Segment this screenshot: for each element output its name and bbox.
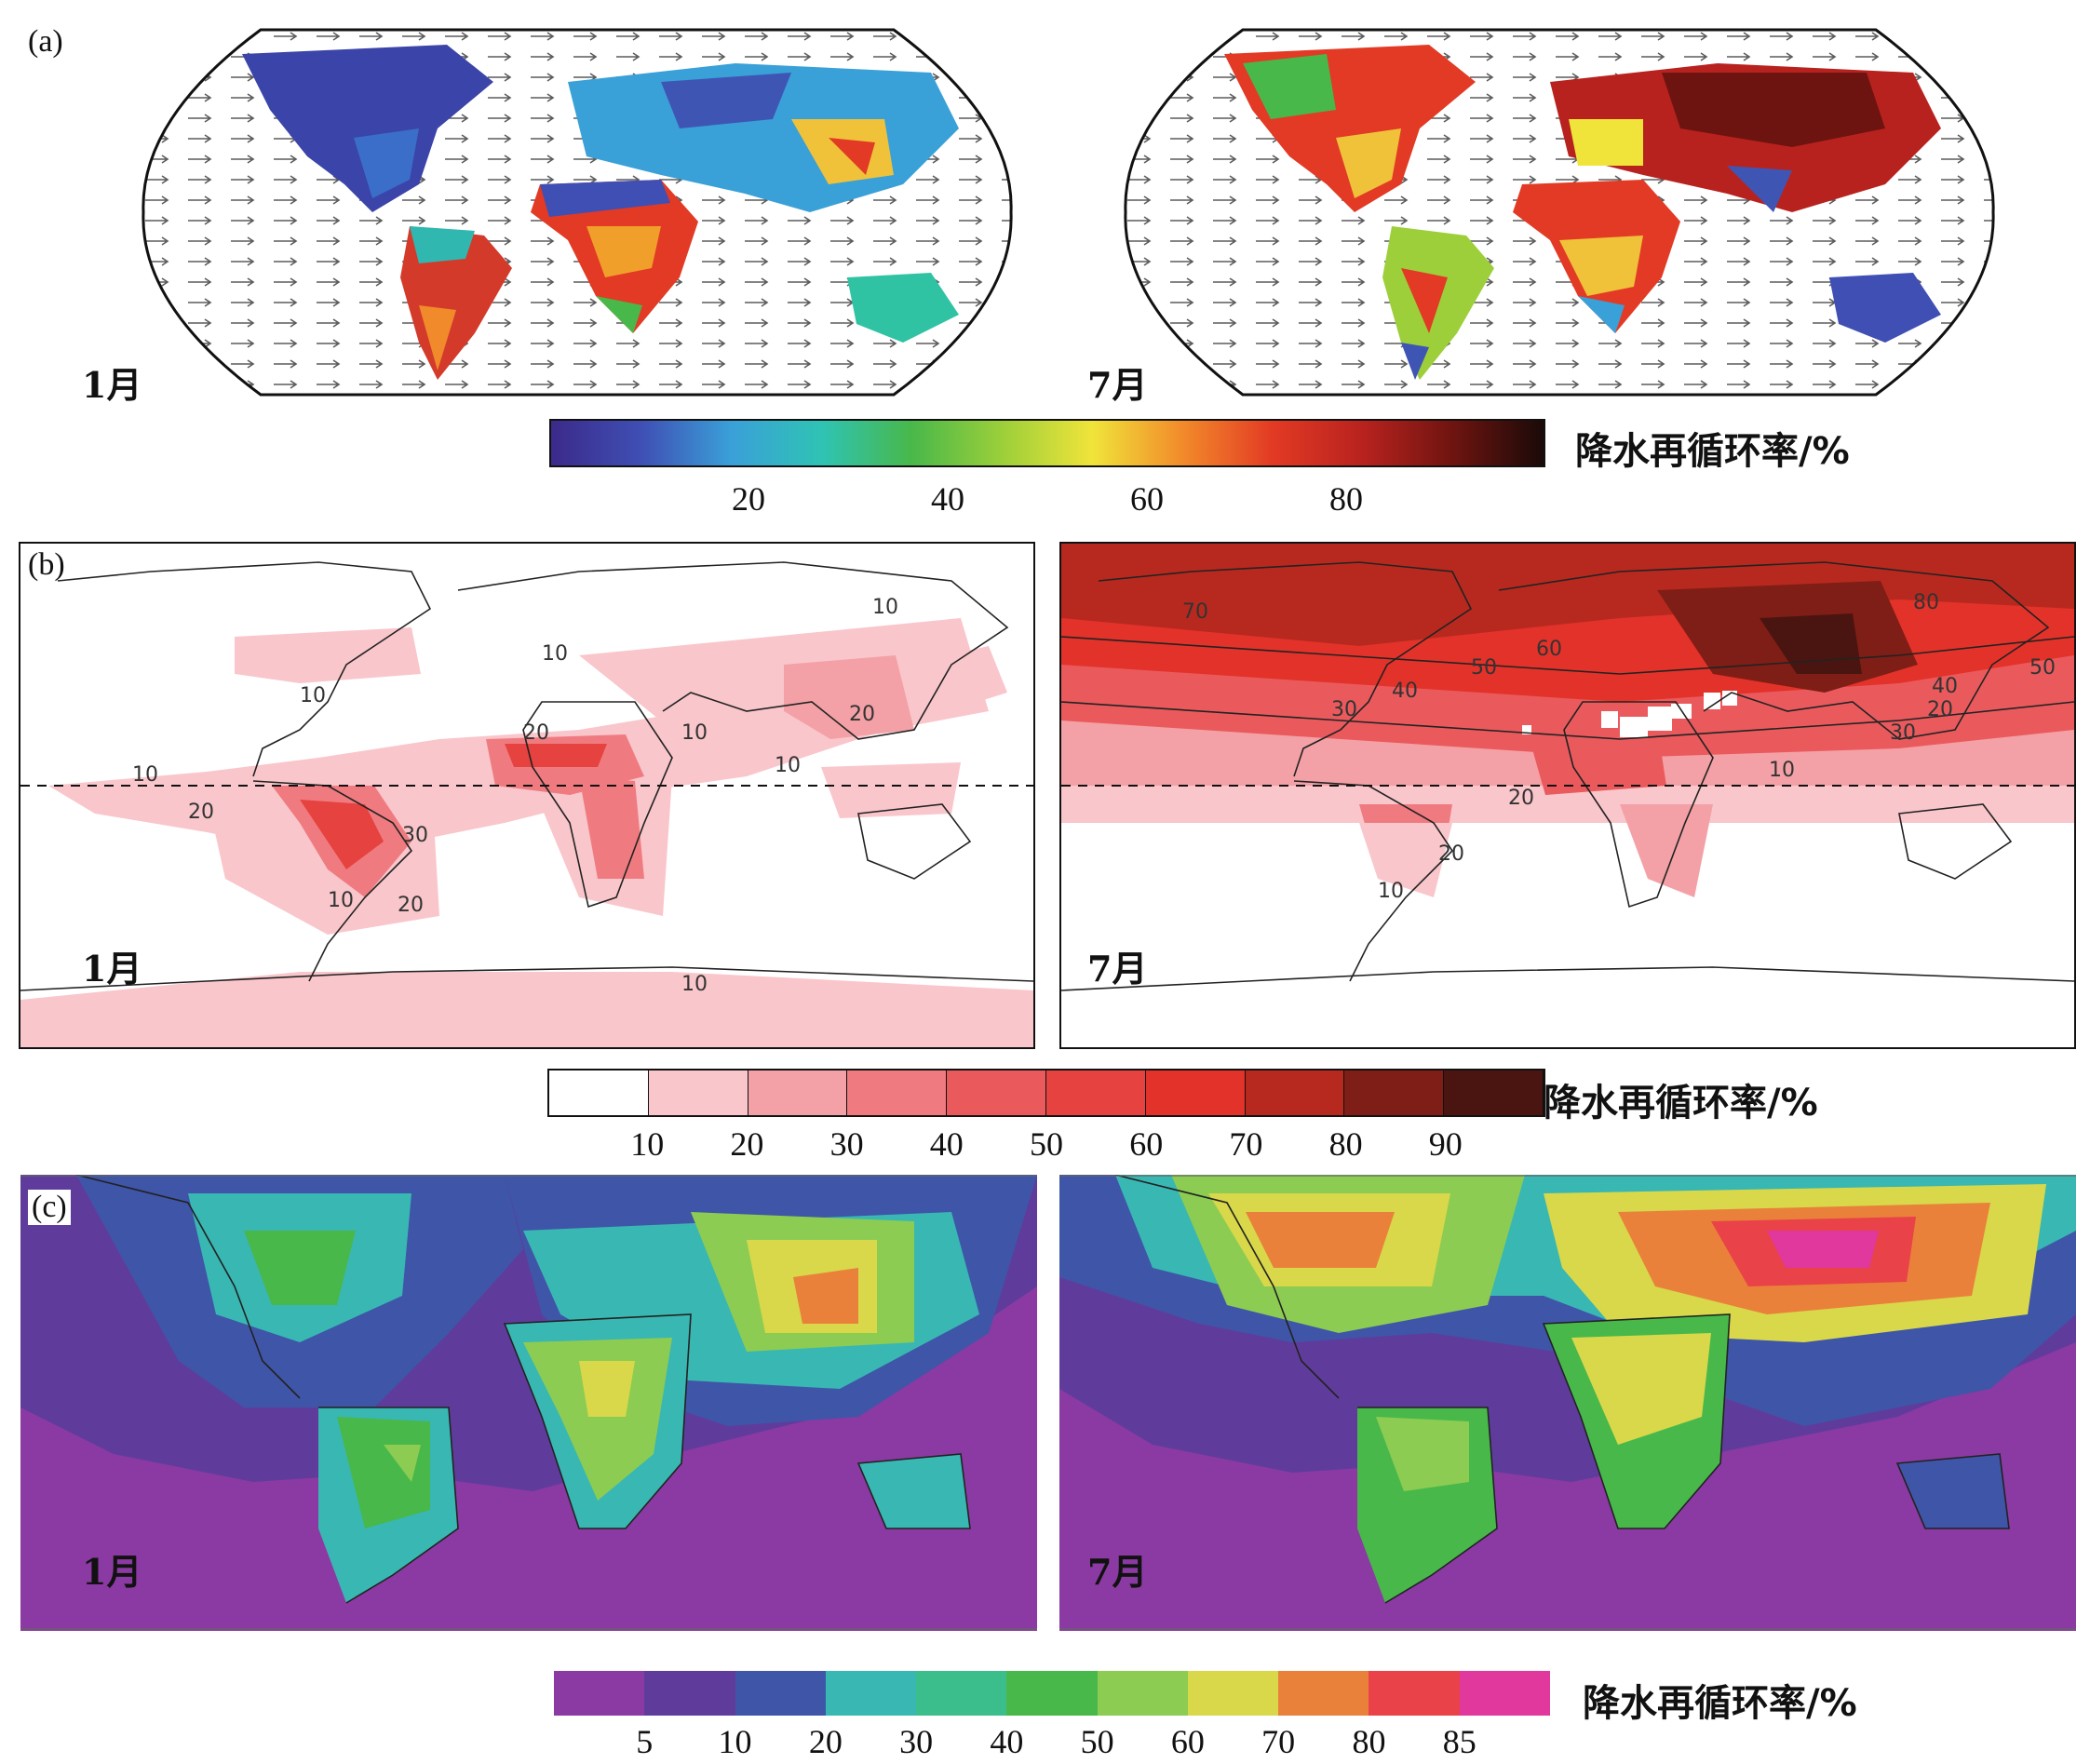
colorbar-segment — [735, 1671, 826, 1716]
contour-label: 10 — [300, 684, 326, 707]
colorbar-a-ticks: 20 40 60 80 — [549, 479, 1545, 521]
colorbar-tick: 60 — [1130, 480, 1164, 518]
contour-label: 20 — [1438, 842, 1464, 866]
colorbar-segment — [1459, 1671, 1550, 1716]
colorbar-tick: 20 — [730, 1125, 764, 1163]
colorbar-tick: 80 — [1329, 480, 1363, 518]
colorbar-segment — [644, 1671, 735, 1716]
colorbar-segment — [1278, 1671, 1369, 1716]
colorbar-tick: 50 — [1030, 1125, 1063, 1163]
colorbar-tick: 10 — [718, 1723, 752, 1760]
contour-label: 50 — [2029, 656, 2056, 680]
colorbar-segment — [1097, 1671, 1188, 1716]
colorbar-tick: 40 — [931, 480, 964, 518]
colorbar-c-ticks: 5 10 20 30 40 50 60 70 80 85 — [554, 1722, 1550, 1764]
colorbar-segment — [549, 1071, 649, 1115]
map-b-january: 10 10 10 10 20 10 10 20 20 30 20 10 10 — [19, 542, 1035, 1049]
colorbar-c — [554, 1671, 1550, 1716]
colorbar-segment — [748, 1071, 848, 1115]
map-a-july — [1124, 28, 1995, 397]
map-c-july — [1059, 1175, 2076, 1631]
colorbar-tick: 85 — [1442, 1723, 1476, 1760]
colorbar-tick: 60 — [1129, 1125, 1164, 1163]
contour-label: 10 — [872, 596, 898, 619]
colorbar-segment — [648, 1071, 748, 1115]
map-c-january — [20, 1175, 1037, 1631]
contour-label: 10 — [681, 721, 708, 745]
panel-label-b: (b) — [28, 547, 65, 582]
colorbar-segment — [1245, 1071, 1345, 1115]
colorbar-tick: 10 — [630, 1125, 665, 1163]
contour-label: 20 — [849, 703, 875, 726]
colorbar-tick: 70 — [1261, 1723, 1296, 1760]
panel-label-c: (c) — [28, 1190, 71, 1225]
colorbar-segment — [1006, 1671, 1098, 1716]
colorbar-tick: 30 — [899, 1723, 934, 1760]
colorbar-b — [547, 1069, 1545, 1117]
colorbar-segment — [825, 1671, 917, 1716]
contour-label: 80 — [1913, 591, 1939, 614]
map-b-july: 80 70 60 50 40 30 50 40 30 20 10 20 20 1… — [1059, 542, 2076, 1049]
contour-label: 20 — [398, 894, 424, 917]
colorbar-tick: 20 — [732, 480, 765, 518]
month-label-b-jan: 1月 — [82, 948, 142, 990]
contour-label: 30 — [402, 824, 428, 847]
month-label-b-jul: 7月 — [1087, 948, 1148, 990]
contour-label: 10 — [681, 973, 708, 996]
colorbar-tick: 70 — [1229, 1125, 1263, 1163]
colorbar-tick: 90 — [1428, 1125, 1463, 1163]
contour-label: 50 — [1471, 656, 1497, 680]
colorbar-a — [549, 419, 1545, 467]
contour-label: 20 — [1927, 698, 1953, 721]
colorbar-tick: 20 — [808, 1723, 843, 1760]
colorbar-segment — [554, 1671, 645, 1716]
colorbar-c-title: 降水再循环率/% — [1583, 1682, 1857, 1725]
colorbar-segment — [1045, 1071, 1146, 1115]
colorbar-tick: 5 — [636, 1723, 654, 1760]
contour-label: 10 — [132, 763, 158, 787]
map-a-january — [142, 28, 1013, 397]
contour-label: 10 — [1769, 759, 1795, 782]
colorbar-tick: 40 — [990, 1723, 1024, 1760]
colorbar-b-ticks: 10 20 30 40 50 60 70 80 90 — [547, 1124, 1545, 1166]
contour-label: 30 — [1331, 698, 1357, 721]
contour-label: 40 — [1392, 680, 1418, 703]
colorbar-segment — [847, 1071, 948, 1115]
colorbar-tick: 30 — [829, 1125, 864, 1163]
month-label-a-jul: 7月 — [1087, 364, 1148, 406]
contour-label: 10 — [1378, 880, 1404, 903]
colorbar-tick: 80 — [1352, 1723, 1386, 1760]
contour-label: 20 — [1508, 787, 1534, 810]
month-label-c-jul: 7月 — [1087, 1551, 1148, 1593]
contour-label: 10 — [542, 642, 568, 666]
colorbar-segment — [916, 1671, 1007, 1716]
contour-label: 10 — [328, 889, 354, 912]
contour-label: 30 — [1890, 721, 1916, 745]
colorbar-segment — [1145, 1071, 1246, 1115]
month-label-a-jan: 1月 — [82, 364, 142, 406]
contour-label: 10 — [775, 754, 801, 777]
colorbar-segment — [1187, 1671, 1279, 1716]
colorbar-segment — [1444, 1071, 1544, 1115]
colorbar-tick: 40 — [929, 1125, 964, 1163]
contour-label: 70 — [1182, 600, 1208, 624]
colorbar-segment — [1369, 1671, 1460, 1716]
contour-label: 40 — [1932, 675, 1958, 698]
colorbar-a-title: 降水再循环率/% — [1575, 430, 1850, 473]
colorbar-tick: 60 — [1170, 1723, 1205, 1760]
month-label-c-jan: 1月 — [82, 1551, 142, 1593]
colorbar-tick: 80 — [1328, 1125, 1363, 1163]
panel-label-a: (a) — [28, 24, 63, 59]
colorbar-segment — [947, 1071, 1046, 1115]
colorbar-b-title: 降水再循环率/% — [1544, 1082, 1818, 1124]
contour-label: 20 — [188, 801, 214, 824]
colorbar-tick: 50 — [1080, 1723, 1114, 1760]
contour-label: 60 — [1536, 638, 1562, 661]
contour-label: 20 — [523, 721, 549, 745]
colorbar-segment — [1344, 1071, 1445, 1115]
